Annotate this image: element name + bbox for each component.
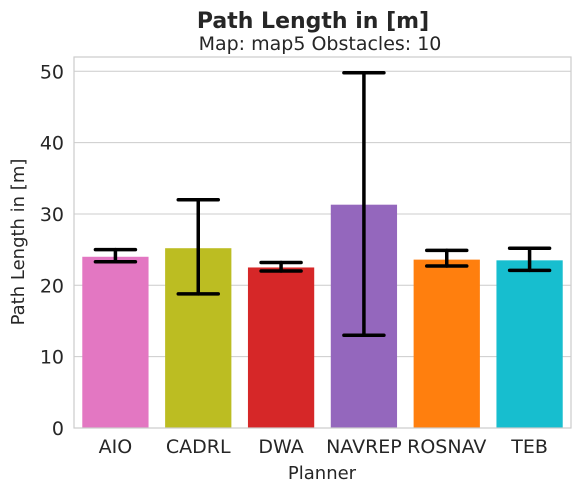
error-bar-aio — [93, 247, 138, 264]
x-tick-label: NAVREP — [326, 436, 402, 458]
bar-aio — [82, 256, 149, 428]
bars — [82, 204, 563, 428]
error-bar-navrep — [342, 70, 386, 337]
x-tick-label: ROSNAV — [407, 436, 486, 458]
plot-frame — [73, 56, 572, 429]
y-tick-label: 50 — [40, 61, 64, 83]
error-bar-teb — [507, 246, 552, 273]
chart-subtitle: Map: map5 Obstacles: 10 — [199, 33, 442, 55]
x-axis-label: Planner — [288, 463, 357, 484]
x-tick-label: TEB — [510, 436, 548, 458]
y-tick-label: 30 — [40, 204, 64, 226]
y-tick-label: 10 — [40, 347, 64, 369]
error-bar-dwa — [259, 260, 303, 273]
chart-title: Path Length in [m] — [197, 9, 429, 34]
x-tick-labels: AIO CADRL DWA NAVREP ROSNAV TEB — [99, 436, 548, 458]
error-bar-cadrl — [176, 197, 220, 296]
y-tick-label: 0 — [52, 418, 64, 440]
y-axis-label: Path Length in [m] — [8, 159, 29, 326]
error-bars — [93, 70, 552, 337]
y-tick-label: 20 — [40, 275, 64, 297]
x-tick-label: DWA — [258, 436, 303, 458]
error-bar-rosnav — [425, 248, 469, 268]
y-tick-labels: 0 10 20 30 40 50 — [40, 61, 64, 440]
y-tick-label: 40 — [40, 133, 64, 155]
bar-rosnav — [413, 259, 480, 428]
bar-dwa — [247, 267, 315, 428]
bar-teb — [496, 260, 563, 428]
x-tick-label: AIO — [99, 436, 133, 458]
x-tick-label: CADRL — [166, 436, 231, 458]
